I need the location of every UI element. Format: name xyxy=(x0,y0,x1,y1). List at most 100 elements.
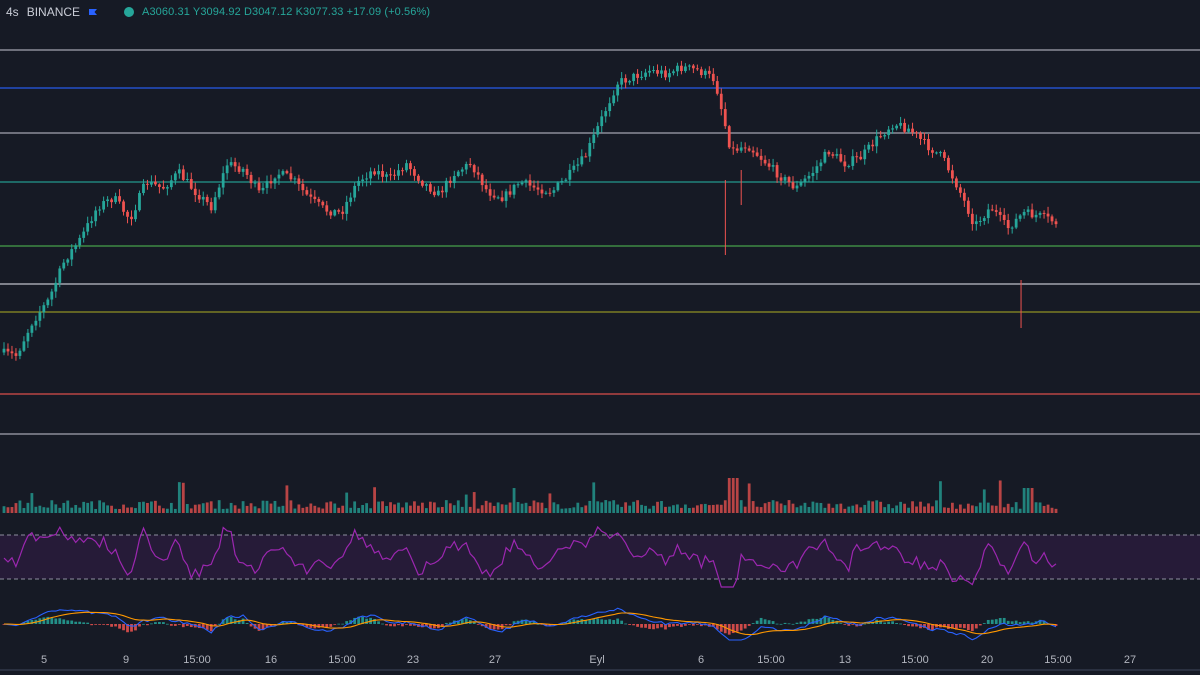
macd-histogram-bar xyxy=(456,620,460,624)
candle-body xyxy=(1034,214,1038,218)
volume-bar xyxy=(735,478,739,513)
volume-bar xyxy=(1042,505,1046,513)
macd-histogram-bar xyxy=(118,624,121,629)
volume-bar xyxy=(783,505,787,513)
macd-histogram-bar xyxy=(185,624,189,627)
volume-bar xyxy=(269,503,273,513)
volume-bar xyxy=(759,507,763,513)
candle-body xyxy=(484,185,488,190)
volume-bar xyxy=(1026,488,1030,513)
volume-bar xyxy=(1014,502,1018,513)
volume-bar xyxy=(691,507,695,513)
candle-body xyxy=(512,184,516,195)
candle-body xyxy=(110,199,113,203)
macd-histogram-bar xyxy=(668,624,671,628)
candle-body xyxy=(652,70,655,72)
volume-bar xyxy=(811,501,815,513)
macd-histogram-bar xyxy=(755,620,759,624)
volume-bar xyxy=(46,507,50,513)
macd-histogram-bar xyxy=(927,624,930,630)
candle-body xyxy=(285,171,289,174)
volume-bar xyxy=(962,508,966,513)
volume-bar xyxy=(835,504,839,513)
exchange-label[interactable]: BINANCE xyxy=(26,5,81,19)
macd-histogram-bar xyxy=(978,624,982,626)
volume-bar xyxy=(544,508,548,513)
volume-bar xyxy=(608,501,612,513)
macd-histogram-bar xyxy=(644,624,647,628)
macd-histogram-bar xyxy=(604,619,608,624)
volume-bar xyxy=(281,505,285,513)
volume-bar xyxy=(413,501,416,513)
candle-body xyxy=(241,168,245,172)
candle-body xyxy=(596,126,600,135)
candle-body xyxy=(464,163,468,170)
candlestick-series xyxy=(2,60,1058,361)
macd-histogram-bar xyxy=(632,624,636,626)
macd-histogram-bar xyxy=(684,624,687,626)
macd-histogram-bar xyxy=(839,623,843,624)
timeframe-label[interactable]: 4s xyxy=(6,5,19,19)
time-axis-tick: 15:00 xyxy=(757,654,785,666)
volume-bar xyxy=(915,506,918,513)
ohlc-readout: A3060.31 Y3094.92 D3047.12 K3077.33 +17.… xyxy=(142,6,431,18)
macd-histogram-bar xyxy=(680,624,683,627)
macd-histogram-bar xyxy=(82,622,86,624)
candle-body xyxy=(1022,211,1026,216)
candle-body xyxy=(1018,215,1022,219)
volume-bar xyxy=(257,508,261,513)
macd-histogram-bar xyxy=(791,623,795,625)
time-axis-tick: 27 xyxy=(1124,654,1136,666)
volume-bar xyxy=(612,500,616,513)
macd-histogram-bar xyxy=(970,624,974,632)
candle-body xyxy=(958,187,962,193)
volume-bar xyxy=(1022,488,1026,513)
macd-histogram-bar xyxy=(424,624,428,627)
volume-bar xyxy=(604,500,608,513)
candle-body xyxy=(456,171,460,177)
candle-body xyxy=(1006,220,1010,229)
volume-bar xyxy=(548,493,552,513)
volume-bar xyxy=(907,507,910,513)
volume-bar xyxy=(1030,488,1034,513)
macd-histogram-bar xyxy=(405,624,408,625)
volume-bar xyxy=(843,508,847,513)
flag-icon[interactable] xyxy=(88,7,98,17)
candle-body xyxy=(94,210,98,222)
volume-bar xyxy=(468,506,472,513)
macd-histogram-bar xyxy=(903,624,906,625)
candle-body xyxy=(436,190,440,196)
volume-bar xyxy=(345,492,349,513)
macd-histogram-bar xyxy=(695,624,699,625)
candle-body xyxy=(38,312,42,321)
volume-bar xyxy=(974,506,978,513)
volume-bar xyxy=(823,507,827,513)
macd-histogram-bar xyxy=(843,624,847,625)
volume-bar xyxy=(779,503,783,513)
candle-body xyxy=(811,172,815,176)
candle-body xyxy=(349,197,353,202)
volume-bar xyxy=(377,501,380,513)
volume-bar xyxy=(297,504,301,513)
macd-histogram-bar xyxy=(600,619,604,624)
macd-histogram-bar xyxy=(835,620,839,624)
volume-bar xyxy=(34,506,38,513)
candle-body xyxy=(305,190,309,195)
macd-histogram-bar xyxy=(612,620,616,624)
volume-bar xyxy=(221,508,225,513)
volume-bar xyxy=(755,506,759,513)
candle-body xyxy=(273,178,277,184)
volume-bar xyxy=(265,500,269,513)
candle-body xyxy=(755,152,759,156)
volume-bar xyxy=(169,502,173,513)
candle-body xyxy=(620,78,624,85)
volume-bar xyxy=(78,507,82,513)
volume-bar xyxy=(648,508,651,513)
candle-body xyxy=(90,221,94,224)
candle-body xyxy=(759,155,763,160)
macd-histogram-bar xyxy=(660,624,663,628)
volume-bar xyxy=(436,507,440,513)
volume-bar xyxy=(684,504,687,513)
candle-body xyxy=(1050,216,1054,222)
